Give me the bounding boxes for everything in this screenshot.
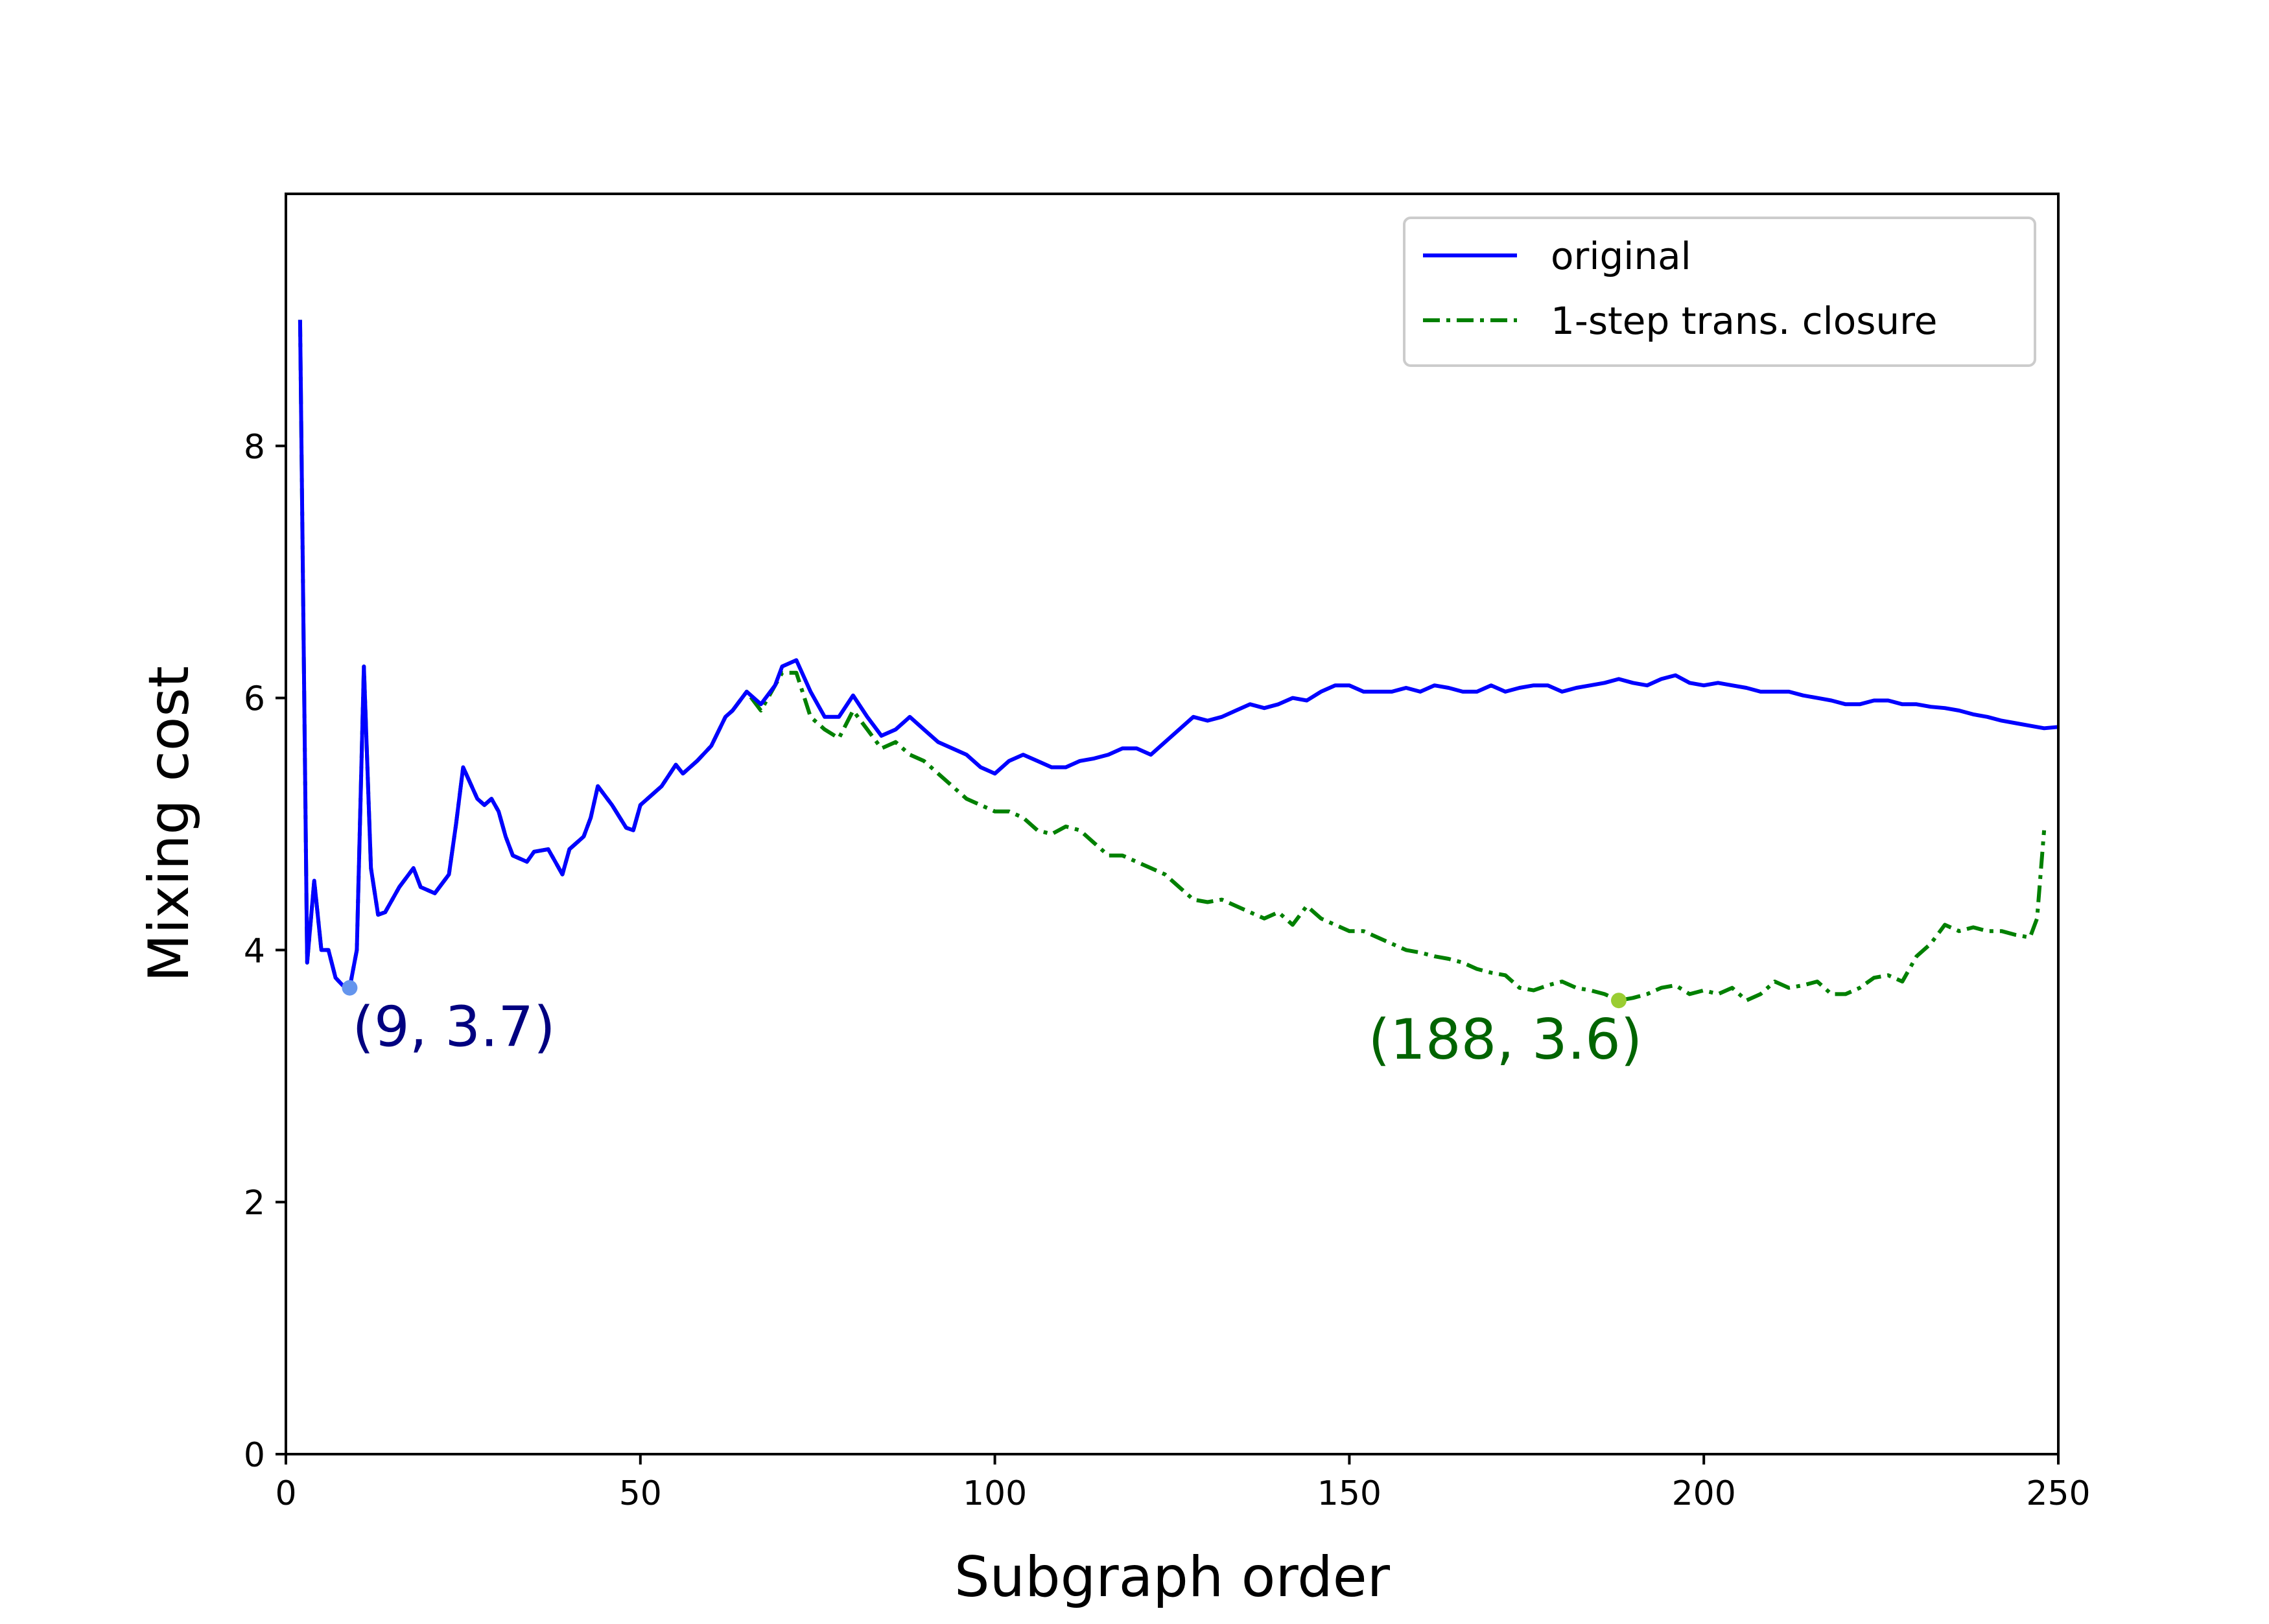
y-tick-label: 4 (244, 932, 265, 971)
y-tick-label: 0 (244, 1436, 265, 1475)
tick-layer: 0 50 100 150 200 250 0 2 4 6 8 (244, 428, 2091, 1513)
y-axis-title: Mixing cost (137, 666, 202, 982)
plot-frame (285, 193, 2060, 1455)
min-annotation-1: (188, 3.6) (1369, 1007, 1643, 1072)
x-tick-label: 50 (619, 1474, 662, 1513)
series-layer (298, 320, 2059, 1003)
y-tick-label: 8 (244, 428, 265, 467)
x-tick-label: 0 (275, 1474, 296, 1513)
marker-layer: (9, 3.7) (188, 3.6) (342, 980, 1643, 1072)
legend: original 1-step trans. closure (1403, 217, 2036, 367)
x-tick-label: 150 (1317, 1474, 1381, 1513)
x-tick-label: 200 (1672, 1474, 1736, 1513)
y-tick-label: 6 (244, 680, 265, 719)
series-line-original (298, 320, 2059, 990)
legend-label-transitive-closure: 1-step trans. closure (1551, 299, 1937, 343)
min-annotation-0: (9, 3.7) (352, 995, 555, 1060)
min-marker-0 (342, 980, 358, 996)
legend-label-original: original (1551, 234, 1691, 278)
min-marker-1 (1611, 993, 1627, 1009)
y-tick-label: 2 (244, 1184, 265, 1223)
x-tick-label: 250 (2026, 1474, 2090, 1513)
x-axis-title: Subgraph order (954, 1545, 1391, 1610)
legend-frame (1403, 217, 2036, 367)
x-tick-label: 100 (963, 1474, 1027, 1513)
